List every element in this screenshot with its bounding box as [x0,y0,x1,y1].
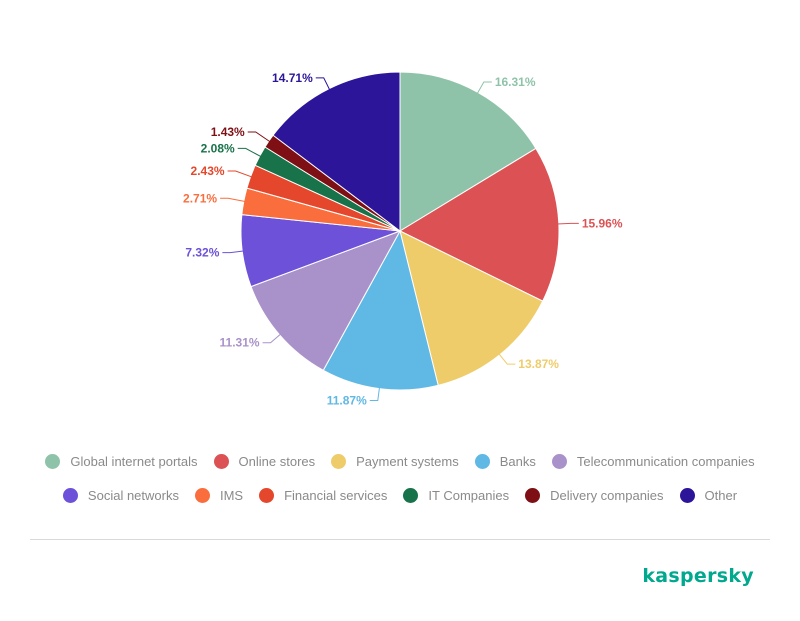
leader-line-financial-services [227,170,253,178]
leader-line-global-internet-portals [476,81,492,95]
legend-swatch [679,488,695,503]
legend-item-other: Other [679,488,738,503]
data-label-payment-systems: 13.87% [518,357,559,371]
leader-line-banks [369,386,381,402]
legend-item-banks: Banks [474,454,536,469]
legend-item-delivery-companies: Delivery companies [525,488,664,503]
legend-label: Global internet portals [70,454,198,469]
legend-item-global-internet-portals: Global internet portals [45,454,198,469]
legend-label: Social networks [87,488,179,503]
leader-line-it-companies [237,147,262,158]
data-label-social-networks: 7.32% [185,246,219,260]
legend-swatch [213,454,229,469]
legend-item-social-networks: Social networks [62,488,179,503]
legend-swatch [62,488,78,503]
footer-divider [30,539,770,540]
pie-chart: 16.31% 15.96% 13.87% 11.87% 11.31% 7.32% 2.71%… [183,71,623,408]
legend-swatch [403,488,419,503]
legend-item-payment-systems: Payment systems [331,454,459,469]
leader-line-social-networks [222,250,245,254]
legend-item-online-stores: Online stores [213,454,316,469]
leader-line-other [315,77,331,91]
legend-item-it-companies: IT Companies [403,488,509,503]
data-label-online-stores: 15.96% [582,216,623,230]
legend-row-2: Social networks IMS Financial services IT C… [30,488,770,503]
data-label-delivery-companies: 1.43% [211,125,245,139]
data-label-banks: 11.87% [327,394,367,408]
legend-swatch [525,488,541,503]
legend-swatch [259,488,275,503]
kaspersky-logo: kaspersky [642,565,754,587]
legend-row-1: Global internet portals Online stores Paym… [30,454,770,469]
legend-label: Financial services [284,488,388,503]
legend-swatch [331,454,347,469]
legend-label: Delivery companies [550,488,664,503]
leader-line-payment-systems [498,352,516,365]
legend-label: IMS [219,488,244,503]
data-label-ims: 2.71% [183,191,217,205]
data-label-it-companies: 2.08% [201,141,235,155]
data-label-telecommunication-companies: 11.31% [220,336,260,350]
legend-swatch [474,454,490,469]
legend-label: Online stores [238,454,316,469]
leader-line-ims [220,197,246,203]
legend-label: Banks [499,454,536,469]
data-label-financial-services: 2.43% [191,164,225,178]
leader-line-telecommunication-companies [262,333,282,344]
legend-swatch [45,454,61,469]
legend-label: IT Companies [428,488,510,503]
legend-item-financial-services: Financial services [259,488,387,503]
legend-swatch [194,488,210,503]
data-label-global-internet-portals: 16.31% [495,75,536,89]
data-label-other: 14.71% [272,71,313,85]
leader-line-delivery-companies [247,131,271,143]
legend-label: Telecommunication companies [576,454,755,469]
legend-item-ims: IMS [194,488,244,503]
leader-line-online-stores [556,222,579,225]
legend-label: Other [704,488,738,503]
legend-item-telecommunication-companies: Telecommunication companies [551,454,755,469]
legend-swatch [551,454,567,469]
legend-label: Payment systems [356,454,459,469]
